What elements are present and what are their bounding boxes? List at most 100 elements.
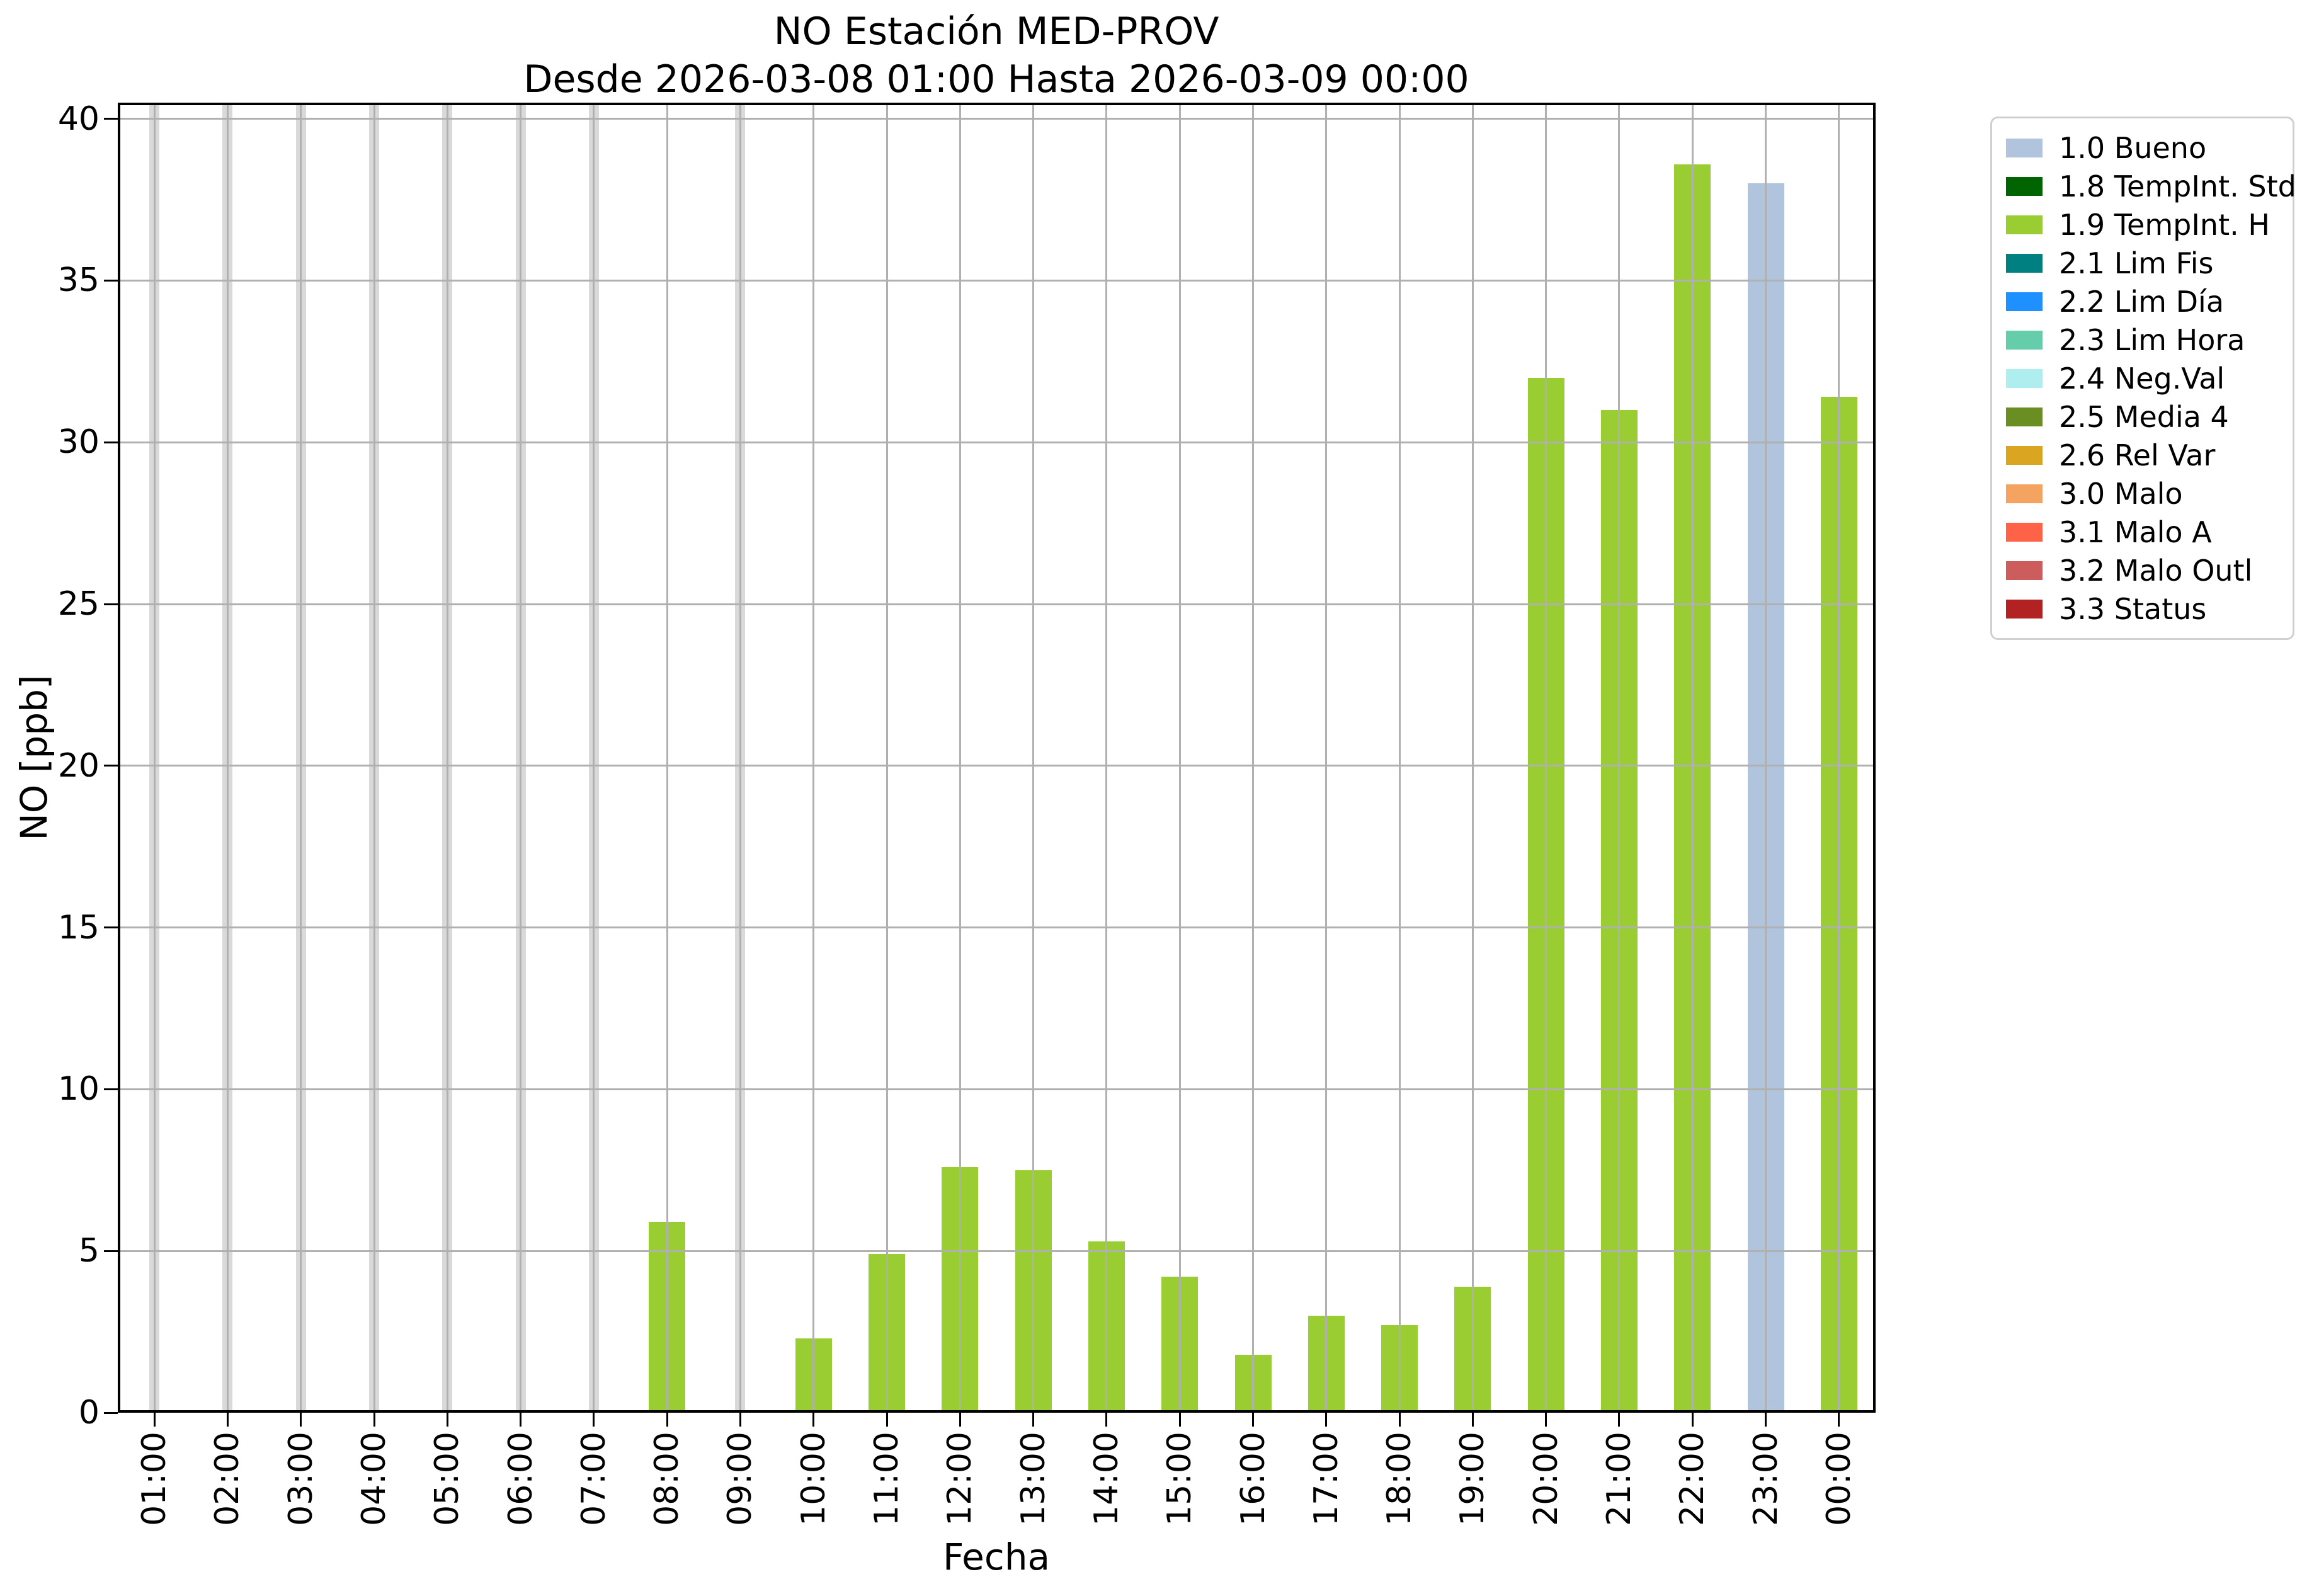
chart-title: NO Estación MED-PROV Desde 2026-03-08 01… xyxy=(523,8,1469,103)
gridline-vertical xyxy=(153,103,156,1413)
legend-label: 1.0 Bueno xyxy=(2059,130,2207,165)
y-tick-label: 10 xyxy=(57,1070,100,1109)
y-tick-label: 35 xyxy=(57,261,100,300)
y-tick xyxy=(104,603,118,605)
x-tick xyxy=(1838,1413,1840,1427)
legend-swatch xyxy=(2006,522,2043,542)
legend-label: 2.4 Neg.Val xyxy=(2059,361,2225,396)
y-tick xyxy=(104,279,118,282)
legend-label: 2.3 Lim Hora xyxy=(2059,322,2245,357)
y-tick-label: 30 xyxy=(57,423,100,462)
x-tick-label: 03:00 xyxy=(282,1432,320,1526)
x-tick-label: 05:00 xyxy=(428,1432,467,1526)
x-tick xyxy=(1032,1413,1035,1427)
gridline-vertical xyxy=(812,103,815,1413)
x-tick xyxy=(1618,1413,1621,1427)
gridline-vertical xyxy=(1838,103,1840,1413)
gridline-vertical xyxy=(1105,103,1108,1413)
legend-item: 3.3 Status xyxy=(1992,590,2293,628)
legend-swatch xyxy=(2006,138,2043,157)
gridline-horizontal xyxy=(118,1088,1876,1090)
x-tick-label: 12:00 xyxy=(941,1432,979,1526)
x-tick xyxy=(300,1413,302,1427)
x-tick xyxy=(1545,1413,1547,1427)
legend-swatch xyxy=(2006,253,2043,273)
x-tick-label: 16:00 xyxy=(1234,1432,1272,1526)
y-tick-label: 15 xyxy=(57,908,100,947)
x-tick xyxy=(1765,1413,1767,1427)
x-axis-label: Fecha xyxy=(942,1536,1051,1578)
legend-label: 3.2 Malo Outl xyxy=(2059,553,2253,588)
y-tick xyxy=(104,441,118,443)
x-tick xyxy=(153,1413,156,1427)
gridline-vertical xyxy=(959,103,961,1413)
x-tick xyxy=(1325,1413,1328,1427)
x-tick-label: 19:00 xyxy=(1454,1432,1492,1526)
gridline-vertical xyxy=(739,103,741,1413)
legend-label: 3.0 Malo xyxy=(2059,476,2183,511)
y-tick xyxy=(104,118,118,120)
legend-swatch xyxy=(2006,368,2043,388)
gridline-horizontal xyxy=(118,765,1876,767)
gridline-vertical xyxy=(1325,103,1328,1413)
x-tick-label: 06:00 xyxy=(501,1432,540,1526)
legend-item: 2.4 Neg.Val xyxy=(1992,359,2293,397)
y-tick xyxy=(104,765,118,767)
legend-label: 2.6 Rel Var xyxy=(2059,438,2216,472)
gridline-vertical xyxy=(1398,103,1401,1413)
x-tick xyxy=(1471,1413,1474,1427)
x-tick-label: 21:00 xyxy=(1600,1432,1638,1526)
y-tick xyxy=(104,926,118,929)
gridline-vertical xyxy=(446,103,448,1413)
legend-swatch xyxy=(2006,176,2043,196)
gridline-horizontal xyxy=(118,603,1876,605)
x-tick xyxy=(520,1413,522,1427)
legend-label: 2.1 Lim Fis xyxy=(2059,246,2214,280)
y-tick xyxy=(104,1088,118,1090)
legend-swatch xyxy=(2006,599,2043,618)
y-tick-label: 20 xyxy=(57,746,100,785)
gridline-vertical xyxy=(1252,103,1255,1413)
x-tick xyxy=(1398,1413,1401,1427)
legend-item: 1.0 Bueno xyxy=(1992,128,2293,167)
x-tick xyxy=(1252,1413,1255,1427)
x-tick-label: 04:00 xyxy=(355,1432,394,1526)
gridline-vertical xyxy=(1545,103,1547,1413)
x-tick xyxy=(739,1413,741,1427)
y-tick-label: 25 xyxy=(57,585,100,624)
gridline-vertical xyxy=(1178,103,1181,1413)
gridline-vertical xyxy=(1691,103,1694,1413)
x-tick-label: 23:00 xyxy=(1746,1432,1785,1526)
legend-swatch xyxy=(2006,561,2043,580)
legend-item: 3.0 Malo xyxy=(1992,474,2293,513)
legend-item: 3.2 Malo Outl xyxy=(1992,551,2293,590)
x-tick-label: 08:00 xyxy=(648,1432,687,1526)
gridline-vertical xyxy=(1765,103,1767,1413)
x-tick-label: 13:00 xyxy=(1014,1432,1052,1526)
y-tick xyxy=(104,1411,118,1414)
gridline-vertical xyxy=(593,103,595,1413)
x-tick xyxy=(886,1413,888,1427)
legend-item: 2.5 Media 4 xyxy=(1992,397,2293,436)
gridline-vertical xyxy=(1471,103,1474,1413)
x-tick xyxy=(812,1413,815,1427)
x-tick-label: 09:00 xyxy=(721,1432,760,1526)
legend-swatch xyxy=(2006,292,2043,311)
gridline-vertical xyxy=(886,103,888,1413)
legend-swatch xyxy=(2006,445,2043,465)
legend-item: 2.2 Lim Día xyxy=(1992,282,2293,321)
legend-label: 3.3 Status xyxy=(2059,591,2207,626)
legend-label: 1.9 TempInt. H xyxy=(2059,207,2270,242)
chart-title-line2: Desde 2026-03-08 01:00 Hasta 2026-03-09 … xyxy=(523,57,1469,101)
x-tick xyxy=(593,1413,595,1427)
legend-swatch xyxy=(2006,215,2043,234)
legend-label: 3.1 Malo A xyxy=(2059,515,2212,549)
x-tick-label: 11:00 xyxy=(868,1432,906,1526)
legend-label: 2.5 Media 4 xyxy=(2059,399,2229,434)
x-tick-label: 18:00 xyxy=(1381,1432,1419,1526)
chart-title-line1: NO Estación MED-PROV xyxy=(773,9,1219,54)
x-tick xyxy=(959,1413,961,1427)
legend-swatch xyxy=(2006,407,2043,426)
gridline-horizontal xyxy=(118,1250,1876,1252)
legend-label: 2.2 Lim Día xyxy=(2059,284,2225,319)
